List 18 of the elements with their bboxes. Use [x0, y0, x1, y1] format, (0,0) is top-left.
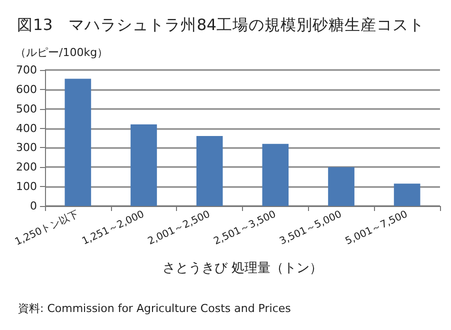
y-axis-title: （ルピー/100kg） — [15, 46, 108, 59]
bar — [130, 124, 157, 206]
y-tick-label: 100 — [16, 180, 37, 194]
chart-title: 図13 マハラシュトラ州84工場の規模別砂糖生産コスト — [17, 16, 424, 34]
bar — [262, 144, 289, 206]
x-axis-title: さとうきび 処理量（トン） — [162, 261, 323, 276]
y-tick-label: 300 — [16, 141, 37, 154]
y-tick-label: 400 — [16, 122, 37, 135]
y-tick-label: 700 — [16, 64, 37, 76]
y-tick-label: 0 — [30, 200, 37, 212]
bar — [196, 136, 223, 206]
y-tick-label: 200 — [16, 160, 37, 174]
bar — [328, 167, 354, 206]
bar — [394, 184, 420, 206]
y-tick-label: 500 — [16, 102, 37, 116]
text: 資料: Commission for Agriculture Costs and Prices — [18, 302, 292, 315]
y-tick-label: 600 — [16, 82, 37, 96]
bar — [64, 78, 92, 206]
